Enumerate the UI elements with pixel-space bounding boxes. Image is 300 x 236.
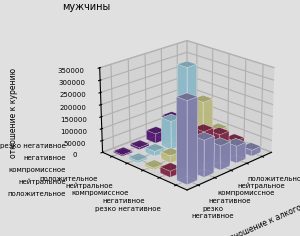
Text: негативное: негативное [23, 155, 66, 161]
Text: нейтральное: нейтральное [18, 178, 66, 185]
Text: резко негативное: резко негативное [0, 143, 66, 149]
Text: положительное: положительное [8, 190, 66, 197]
Text: компромиссное: компромиссное [9, 167, 66, 173]
X-axis label: отношение к алкоголю: отношение к алкоголю [224, 198, 300, 236]
Text: мужчины: мужчины [62, 2, 110, 12]
Text: отношение к курению: отношение к курению [9, 68, 18, 158]
